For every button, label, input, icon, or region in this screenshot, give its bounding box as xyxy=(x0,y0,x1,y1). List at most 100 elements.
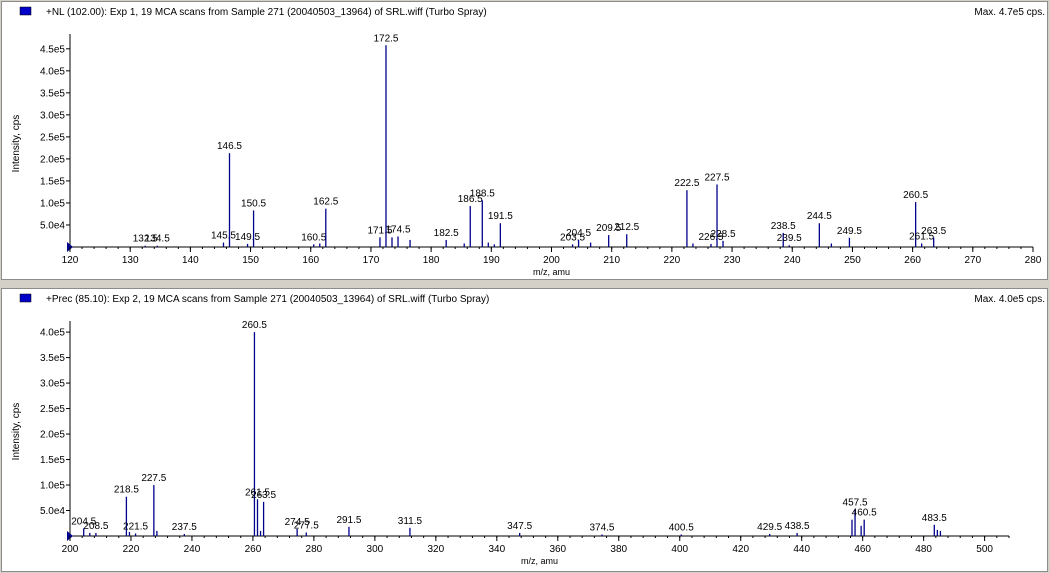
peak-label: 457.5 xyxy=(843,497,868,508)
peak-label: 203.5 xyxy=(560,232,585,243)
spectrum-panel-nl: +NL (102.00): Exp 1, 19 MCA scans from S… xyxy=(1,1,1048,280)
peak-label: 218.5 xyxy=(114,485,139,496)
x-tick-label: 360 xyxy=(549,544,566,555)
peak-label: 260.5 xyxy=(242,320,267,331)
y-tick-label: 4.5e5 xyxy=(40,44,65,55)
y-tick-label: 3.5e5 xyxy=(40,88,65,99)
peak-label: 182.5 xyxy=(434,228,459,239)
x-tick-label: 230 xyxy=(724,255,741,266)
x-tick-label: 340 xyxy=(488,544,505,555)
x-tick-label: 460 xyxy=(854,544,871,555)
y-axis-label: Intensity, cps xyxy=(11,115,22,173)
peak-label: 145.5 xyxy=(211,231,236,242)
peak-label: 172.5 xyxy=(373,33,398,44)
peak-label: 261.5 xyxy=(245,487,270,498)
peak-label: 374.5 xyxy=(589,522,614,533)
y-tick-label: 4.0e5 xyxy=(40,328,65,339)
peak-label: 239.5 xyxy=(777,233,802,244)
x-tick-label: 420 xyxy=(732,544,749,555)
max-intensity-label: Max. 4.7e5 cps. xyxy=(974,7,1045,18)
peak-label: 228.5 xyxy=(711,229,736,240)
legend-swatch xyxy=(19,293,32,303)
x-tick-label: 150 xyxy=(242,255,259,266)
x-tick-label: 260 xyxy=(904,255,921,266)
peak-label: 150.5 xyxy=(241,198,266,209)
peak-label: 347.5 xyxy=(507,521,532,532)
y-tick-label: 3.0e5 xyxy=(40,110,65,121)
peak-label: 171.5 xyxy=(367,225,392,236)
x-tick-label: 240 xyxy=(784,255,801,266)
x-tick-label: 300 xyxy=(367,544,384,555)
peak-label: 132.5 xyxy=(133,234,158,245)
x-axis-label: m/z, amu xyxy=(521,556,558,566)
x-tick-label: 200 xyxy=(62,544,79,555)
y-tick-label: 2.0e5 xyxy=(40,430,65,441)
x-tick-label: 320 xyxy=(428,544,445,555)
x-tick-label: 140 xyxy=(182,255,199,266)
legend-swatch xyxy=(19,6,32,16)
peak-label: 438.5 xyxy=(785,521,810,532)
peak-label: 222.5 xyxy=(674,178,699,189)
peak-label: 146.5 xyxy=(217,141,242,152)
peak-label: 162.5 xyxy=(313,197,338,208)
peak-label: 311.5 xyxy=(398,516,423,527)
y-tick-label: 2.5e5 xyxy=(40,132,65,143)
peak-label: 226.5 xyxy=(698,232,723,243)
panel-title: +NL (102.00): Exp 1, 19 MCA scans from S… xyxy=(46,7,487,18)
peak-label: 209.5 xyxy=(596,223,621,234)
x-tick-label: 440 xyxy=(793,544,810,555)
peak-label: 400.5 xyxy=(669,522,694,533)
max-intensity-label: Max. 4.0e5 cps. xyxy=(974,294,1045,305)
peak-label: 263.5 xyxy=(251,490,276,501)
peak-label: 277.5 xyxy=(294,520,319,531)
x-tick-label: 190 xyxy=(483,255,500,266)
x-tick-label: 180 xyxy=(423,255,440,266)
x-tick-label: 200 xyxy=(543,255,560,266)
peak-label: 208.5 xyxy=(83,521,108,532)
y-tick-label: 5.0e4 xyxy=(40,506,65,517)
peak-label: 261.5 xyxy=(909,231,934,242)
peak-label: 160.5 xyxy=(301,232,326,243)
peak-label: 260.5 xyxy=(903,190,928,201)
x-axis-label: m/z, amu xyxy=(533,267,570,277)
peak-label: 238.5 xyxy=(771,221,796,232)
x-tick-label: 380 xyxy=(610,544,627,555)
peak-label: 221.5 xyxy=(123,521,148,532)
y-tick-label: 4.0e5 xyxy=(40,66,65,77)
peak-label: 134.5 xyxy=(145,234,170,245)
x-tick-label: 220 xyxy=(664,255,681,266)
panel-title: +Prec (85.10): Exp 2, 19 MCA scans from … xyxy=(46,294,489,305)
x-tick-label: 280 xyxy=(306,544,323,555)
spectrum-panel-prec: +Prec (85.10): Exp 2, 19 MCA scans from … xyxy=(1,288,1048,572)
x-tick-label: 260 xyxy=(245,544,262,555)
x-tick-label: 220 xyxy=(123,544,140,555)
peak-label: 483.5 xyxy=(922,513,947,524)
spectrum-chart-prec[interactable]: +Prec (85.10): Exp 2, 19 MCA scans from … xyxy=(2,289,1047,571)
x-tick-label: 210 xyxy=(603,255,620,266)
x-tick-label: 120 xyxy=(62,255,79,266)
peak-label: 149.5 xyxy=(235,232,260,243)
y-tick-label: 1.0e5 xyxy=(40,198,65,209)
y-tick-label: 5.0e4 xyxy=(40,220,65,231)
peak-label: 174.5 xyxy=(386,224,411,235)
peak-label: 429.5 xyxy=(757,522,782,533)
x-tick-label: 480 xyxy=(915,544,932,555)
x-tick-label: 280 xyxy=(1025,255,1042,266)
y-tick-label: 1.0e5 xyxy=(40,481,65,492)
y-tick-label: 1.5e5 xyxy=(40,176,65,187)
x-tick-label: 400 xyxy=(671,544,688,555)
y-tick-label: 1.5e5 xyxy=(40,455,65,466)
peak-label: 291.5 xyxy=(336,515,361,526)
peak-label: 188.5 xyxy=(470,188,495,199)
peak-label: 227.5 xyxy=(141,473,166,484)
x-tick-label: 500 xyxy=(976,544,993,555)
peak-label: 237.5 xyxy=(172,522,197,533)
spectrum-chart-nl[interactable]: +NL (102.00): Exp 1, 19 MCA scans from S… xyxy=(2,2,1047,279)
peak-label: 249.5 xyxy=(837,226,862,237)
x-tick-label: 240 xyxy=(184,544,201,555)
peak-label: 212.5 xyxy=(614,222,639,233)
x-tick-label: 160 xyxy=(302,255,319,266)
peak-label: 244.5 xyxy=(807,211,832,222)
peak-label: 191.5 xyxy=(488,211,513,222)
x-tick-label: 130 xyxy=(122,255,139,266)
